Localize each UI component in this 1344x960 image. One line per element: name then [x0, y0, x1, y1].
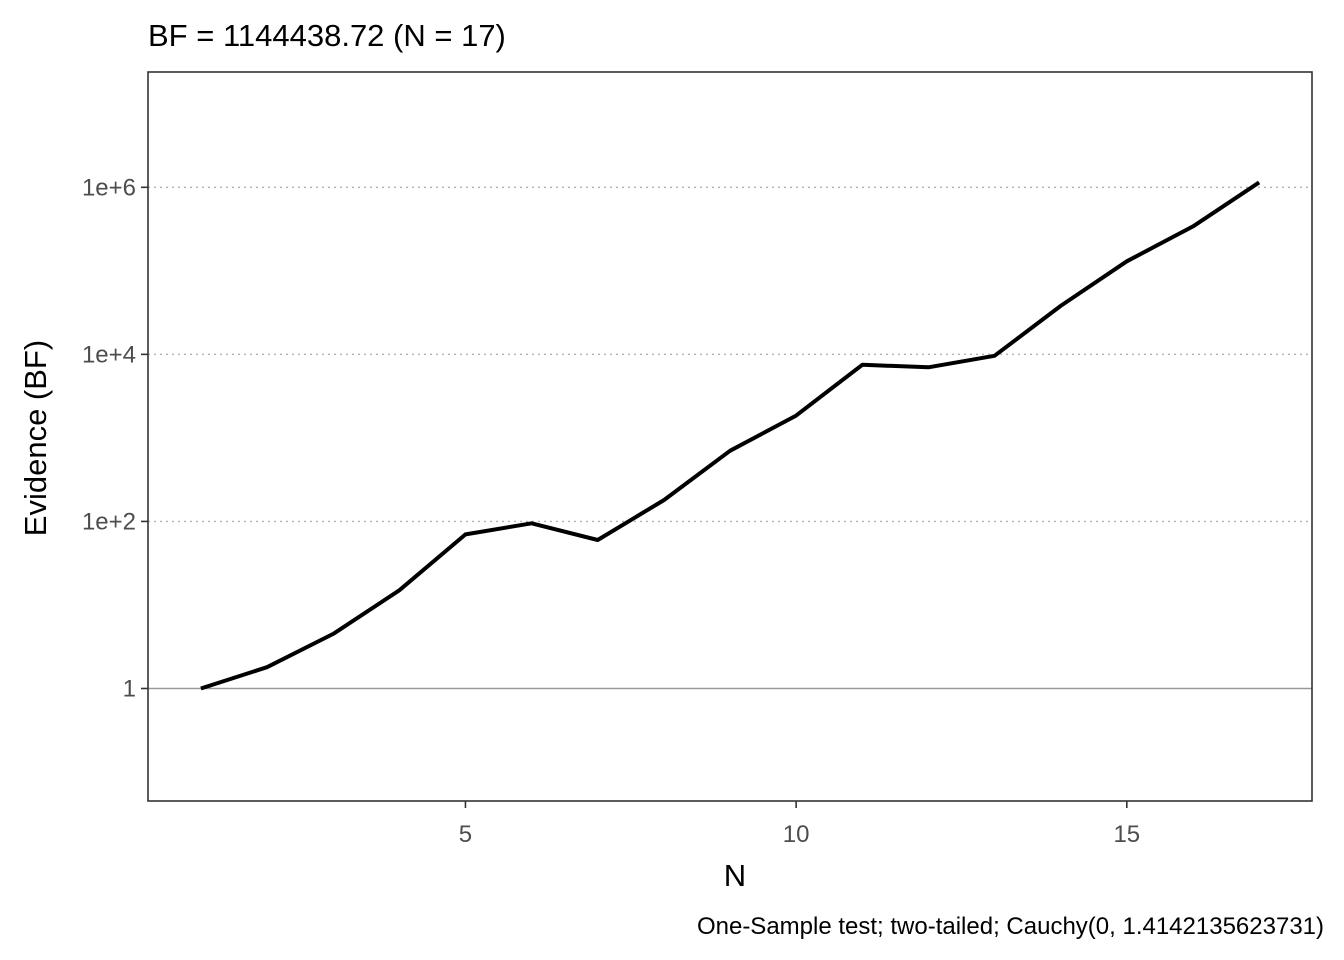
chart-caption: One-Sample test; two-tailed; Cauchy(0, 1… — [697, 913, 1324, 940]
x-tick-label-2: 15 — [1113, 821, 1140, 848]
y-tick-label-3: 1e+6 — [82, 174, 136, 201]
y-axis: 1 1e+2 1e+4 1e+6 — [82, 174, 148, 702]
y-tick-label-1: 1e+2 — [82, 508, 136, 535]
series-line-0 — [200, 180, 1261, 691]
x-axis: 5 10 15 — [459, 801, 1140, 848]
y-tick-label-2: 1e+4 — [82, 341, 136, 368]
x-tick-label-1: 10 — [783, 821, 810, 848]
plot-frame — [147, 71, 1313, 802]
y-axis-title: Evidence (BF) — [18, 340, 53, 536]
x-axis-title: N — [724, 858, 746, 893]
chart-title: BF = 1144438.72 (N = 17) — [148, 18, 506, 53]
plot-area — [200, 180, 1261, 691]
grid-lines — [148, 186, 1312, 523]
x-tick-label-0: 5 — [459, 821, 472, 848]
y-tick-label-0: 1 — [123, 675, 136, 702]
